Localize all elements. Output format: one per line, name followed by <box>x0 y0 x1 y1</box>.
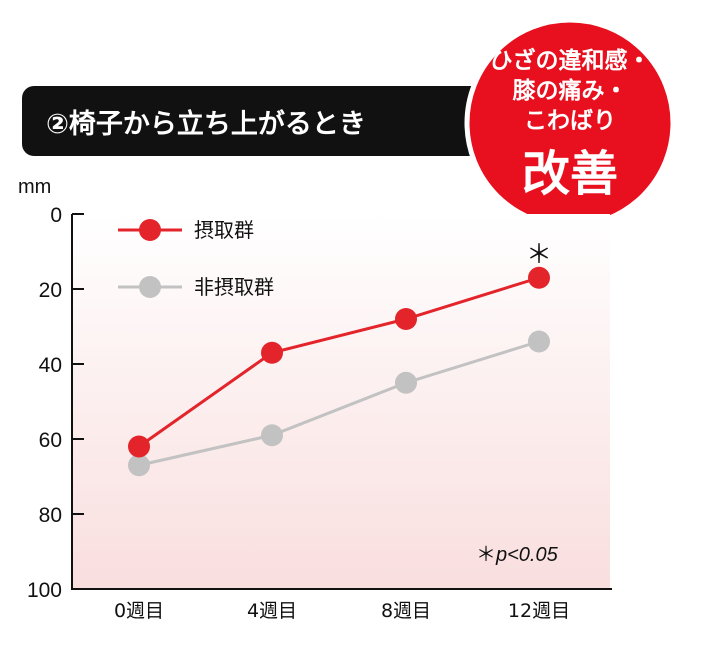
data-point-non-intake <box>528 330 550 353</box>
data-point-intake <box>128 435 150 458</box>
badge-line-2: 膝の痛み・ <box>513 77 628 104</box>
data-point-non-intake <box>128 454 150 477</box>
series-line-intake <box>138 276 540 448</box>
plot-background <box>72 214 610 589</box>
y-tick-label: 20 <box>39 279 62 302</box>
improvement-badge: ひざの違和感・ 膝の痛み・ こわばり 改善 <box>464 17 676 229</box>
title-banner-background <box>22 86 582 156</box>
badge-line-3: こわばり <box>524 108 616 134</box>
legend-swatch-marker-intake <box>139 219 161 241</box>
page-title: ②椅子から立ち上がるとき <box>46 108 366 140</box>
series-line-non-intake <box>138 340 540 467</box>
x-category-label: 12週目 <box>508 600 570 622</box>
y-tick-label: 0 <box>50 204 62 227</box>
y-unit-label: mm <box>18 176 51 198</box>
x-category-label: 0週目 <box>114 600 164 622</box>
legend: 摂取群 非摂取群 <box>118 218 274 299</box>
legend-label-intake: 摂取群 <box>194 218 254 242</box>
footnote-mark: ＊ <box>476 544 496 566</box>
title-banner: ②椅子から立ち上がるとき <box>22 86 582 156</box>
y-tick-label: 80 <box>39 504 62 527</box>
data-point-non-intake <box>261 424 283 447</box>
x-axis-labels: 0週目 4週目 8週目 12週目 <box>114 600 570 622</box>
data-point-intake <box>395 308 417 330</box>
footnote: ＊ p<0.05 <box>476 544 559 566</box>
significance-star: ＊ <box>526 240 552 270</box>
legend-label-non-intake: 非摂取群 <box>194 275 274 299</box>
series-layer <box>128 266 550 477</box>
data-point-intake <box>528 266 550 289</box>
x-category-label: 4週目 <box>247 600 297 622</box>
data-point-intake <box>261 341 283 364</box>
footnote-text: p<0.05 <box>495 544 559 566</box>
y-tick-label: 60 <box>39 429 62 452</box>
data-point-non-intake <box>395 371 417 394</box>
legend-swatch-marker-non-intake <box>139 276 161 298</box>
y-axis-ticks: 0 20 40 60 80 100 <box>27 204 84 602</box>
x-category-label: 8週目 <box>381 600 431 622</box>
y-tick-label: 100 <box>27 579 62 602</box>
badge-line-1: ひざの違和感・ <box>490 47 651 74</box>
badge-line-4: 改善 <box>522 146 618 202</box>
y-tick-label: 40 <box>39 354 62 377</box>
